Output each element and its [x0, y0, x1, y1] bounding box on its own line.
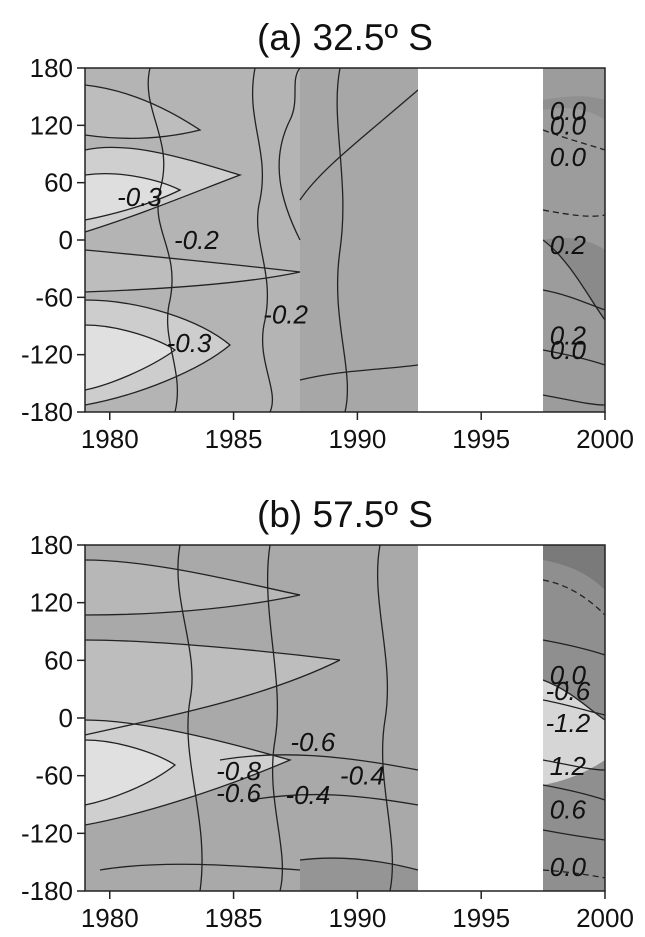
contour-label: 0.6	[550, 794, 587, 824]
x-tick-label: 1990	[328, 903, 386, 933]
contour-label: 0.0	[550, 96, 587, 126]
y-tick-label: 0	[59, 225, 73, 255]
y-tick-label: 180	[30, 530, 73, 560]
panel-b-missing-gap	[418, 543, 543, 894]
panel-b-y-axis: 180 120 60 0 -60 -120 -180	[21, 530, 85, 906]
x-tick-label: 1980	[81, 424, 139, 454]
x-tick-label: 1995	[452, 424, 510, 454]
contour-label: -0.2	[174, 225, 219, 255]
y-tick-label: -60	[35, 282, 73, 312]
panel-a-y-axis: 180 120 60 0 -60 -120 -180	[21, 53, 85, 427]
contour-label: -0.8	[216, 756, 261, 786]
y-tick-label: 120	[30, 110, 73, 140]
panel-b-contour-labels: -0.6-0.8 -0.4-0.6 -0.40.0-0.6-1.21.20.60.0	[216, 660, 591, 882]
y-tick-label: -60	[35, 761, 73, 791]
contour-label: -0.4	[340, 761, 385, 791]
contour-label: 1.2	[550, 751, 587, 781]
contour-label: 0.2	[550, 230, 587, 260]
panel-a: (a) 32.5º S	[21, 17, 634, 454]
x-tick-label: 1980	[81, 903, 139, 933]
panel-a-missing-gap	[418, 66, 543, 415]
x-tick-label: 1985	[205, 424, 263, 454]
x-tick-label: 2000	[576, 424, 634, 454]
contour-label: 0.2	[550, 321, 587, 351]
panel-b-field	[84, 544, 606, 892]
panel-b-title: (b) 57.5º S	[257, 494, 433, 535]
contour-label: -0.6	[216, 778, 261, 808]
contour-label: -0.6	[290, 727, 335, 757]
contour-label: 0.0	[550, 110, 587, 140]
contour-label: -0.3	[117, 182, 162, 212]
x-tick-label: 2000	[576, 903, 634, 933]
contour-label: -0.3	[167, 328, 212, 358]
contour-label: -0.4	[285, 780, 330, 810]
x-tick-label: 1985	[205, 903, 263, 933]
contour-label: 0.0	[550, 142, 587, 172]
contour-label: 0.0	[550, 335, 587, 365]
contour-label: 0.0	[550, 852, 587, 882]
contour-label: -1.2	[545, 708, 590, 738]
y-tick-label: 60	[44, 645, 73, 675]
y-tick-label: -180	[21, 876, 73, 906]
panel-a-contour-labels: -0.3-0.2-0.2-0.30.00.00.00.20.20.0	[117, 96, 586, 365]
panel-a-title: (a) 32.5º S	[257, 17, 433, 58]
y-tick-label: -120	[21, 340, 73, 370]
y-tick-label: 180	[30, 53, 73, 83]
contour-label: -0.6	[545, 676, 590, 706]
panel-a-x-axis: 1980 1985 1990 1995 2000	[81, 412, 634, 454]
contour-label: 0.0	[550, 660, 587, 690]
y-tick-label: -120	[21, 818, 73, 848]
x-tick-label: 1990	[328, 424, 386, 454]
contour-label: -0.2	[263, 300, 308, 330]
panel-b: (b) 57.5º S	[21, 494, 634, 933]
panel-a-field	[84, 67, 606, 413]
y-tick-label: 60	[44, 168, 73, 198]
y-tick-label: -180	[21, 397, 73, 427]
x-tick-label: 1995	[452, 903, 510, 933]
panel-b-x-axis: 1980 1985 1990 1995 2000	[81, 891, 634, 933]
y-tick-label: 120	[30, 588, 73, 618]
y-tick-label: 0	[59, 703, 73, 733]
